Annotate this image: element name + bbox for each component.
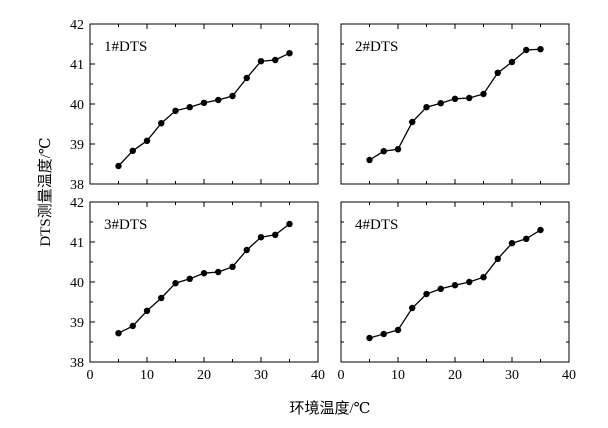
y-tick-label: 41 (70, 58, 84, 73)
x-tick-label: 10 (391, 368, 405, 383)
data-point (423, 104, 430, 111)
data-point (286, 220, 293, 228)
data-point (143, 307, 151, 314)
panel-3: 0 10 20 30 40 38 39 40 41 42 3#DTS (70, 196, 325, 383)
data-point (409, 118, 416, 126)
data-point (451, 282, 459, 289)
panel-2: 2#DTS (340, 23, 570, 185)
x-tick-label: 40 (562, 368, 576, 383)
data-point (272, 56, 279, 64)
x-tick-label: 20 (448, 368, 462, 383)
data-point (409, 304, 416, 312)
data-point (380, 148, 387, 155)
data-point (523, 46, 530, 54)
data-point (537, 226, 544, 234)
data-point (129, 147, 136, 154)
data-point (508, 240, 516, 247)
panel-1: 38 39 40 41 42 1#DTS (70, 18, 319, 193)
series-line (118, 223, 290, 334)
data-point (537, 46, 544, 53)
data-point (286, 50, 293, 57)
x-tick-label: 0 (87, 368, 94, 383)
data-point (200, 99, 208, 107)
x-tick-label: 40 (311, 368, 325, 383)
data-point (243, 74, 250, 82)
data-point (257, 234, 265, 241)
data-point (394, 326, 402, 334)
panel-4: 0 10 20 30 40 4#DTS (338, 201, 576, 383)
data-point (115, 330, 122, 337)
data-point (158, 120, 165, 127)
data-point (523, 235, 530, 242)
data-point (143, 137, 151, 144)
data-point (466, 278, 473, 286)
y-tick-label: 38 (70, 356, 84, 371)
y-tick-label: 39 (70, 138, 84, 153)
data-point (451, 95, 459, 103)
x-tick-label: 20 (197, 368, 211, 383)
data-point (115, 162, 122, 170)
data-point (437, 285, 444, 292)
data-point (494, 69, 501, 77)
series-line (118, 52, 290, 167)
panel-label: 3#DTS (104, 217, 147, 233)
panel-label: 2#DTS (355, 39, 398, 55)
data-point (215, 96, 222, 104)
x-tick-label: 30 (505, 368, 519, 383)
data-point (380, 330, 387, 338)
y-tick-label: 42 (70, 196, 84, 211)
data-point (494, 255, 501, 262)
data-point (229, 263, 236, 270)
data-point (423, 290, 430, 298)
x-tick-label: 10 (140, 368, 154, 383)
data-point (200, 270, 208, 277)
data-point (480, 274, 487, 281)
data-point (257, 58, 265, 65)
data-point (508, 58, 516, 66)
data-point (186, 275, 193, 282)
y-axis-title: DTS测量温度/℃ (37, 137, 54, 246)
data-point (366, 156, 373, 164)
x-tick-label: 0 (338, 368, 345, 383)
y-tick-label: 38 (70, 178, 84, 193)
panel-label: 1#DTS (104, 39, 147, 55)
y-tick-label: 40 (70, 98, 84, 113)
data-point (394, 146, 402, 153)
data-point (129, 322, 136, 330)
x-axis-title: 环境温度/℃ (290, 399, 371, 417)
data-point (466, 94, 473, 102)
series-line (369, 48, 541, 161)
data-point (215, 268, 222, 276)
data-point (366, 334, 373, 342)
data-point (172, 280, 179, 287)
y-tick-label: 40 (70, 276, 84, 291)
data-point (229, 92, 236, 100)
data-point (243, 246, 250, 254)
x-tick-label: 30 (254, 368, 268, 383)
data-point (480, 90, 487, 98)
data-point (437, 100, 444, 107)
data-point (158, 294, 165, 302)
panel-label: 4#DTS (355, 217, 398, 233)
y-tick-label: 39 (70, 316, 84, 331)
y-tick-label: 41 (70, 236, 84, 251)
data-point (186, 104, 193, 111)
data-point (272, 231, 279, 238)
y-tick-label: 42 (70, 18, 84, 33)
data-point (172, 107, 179, 115)
